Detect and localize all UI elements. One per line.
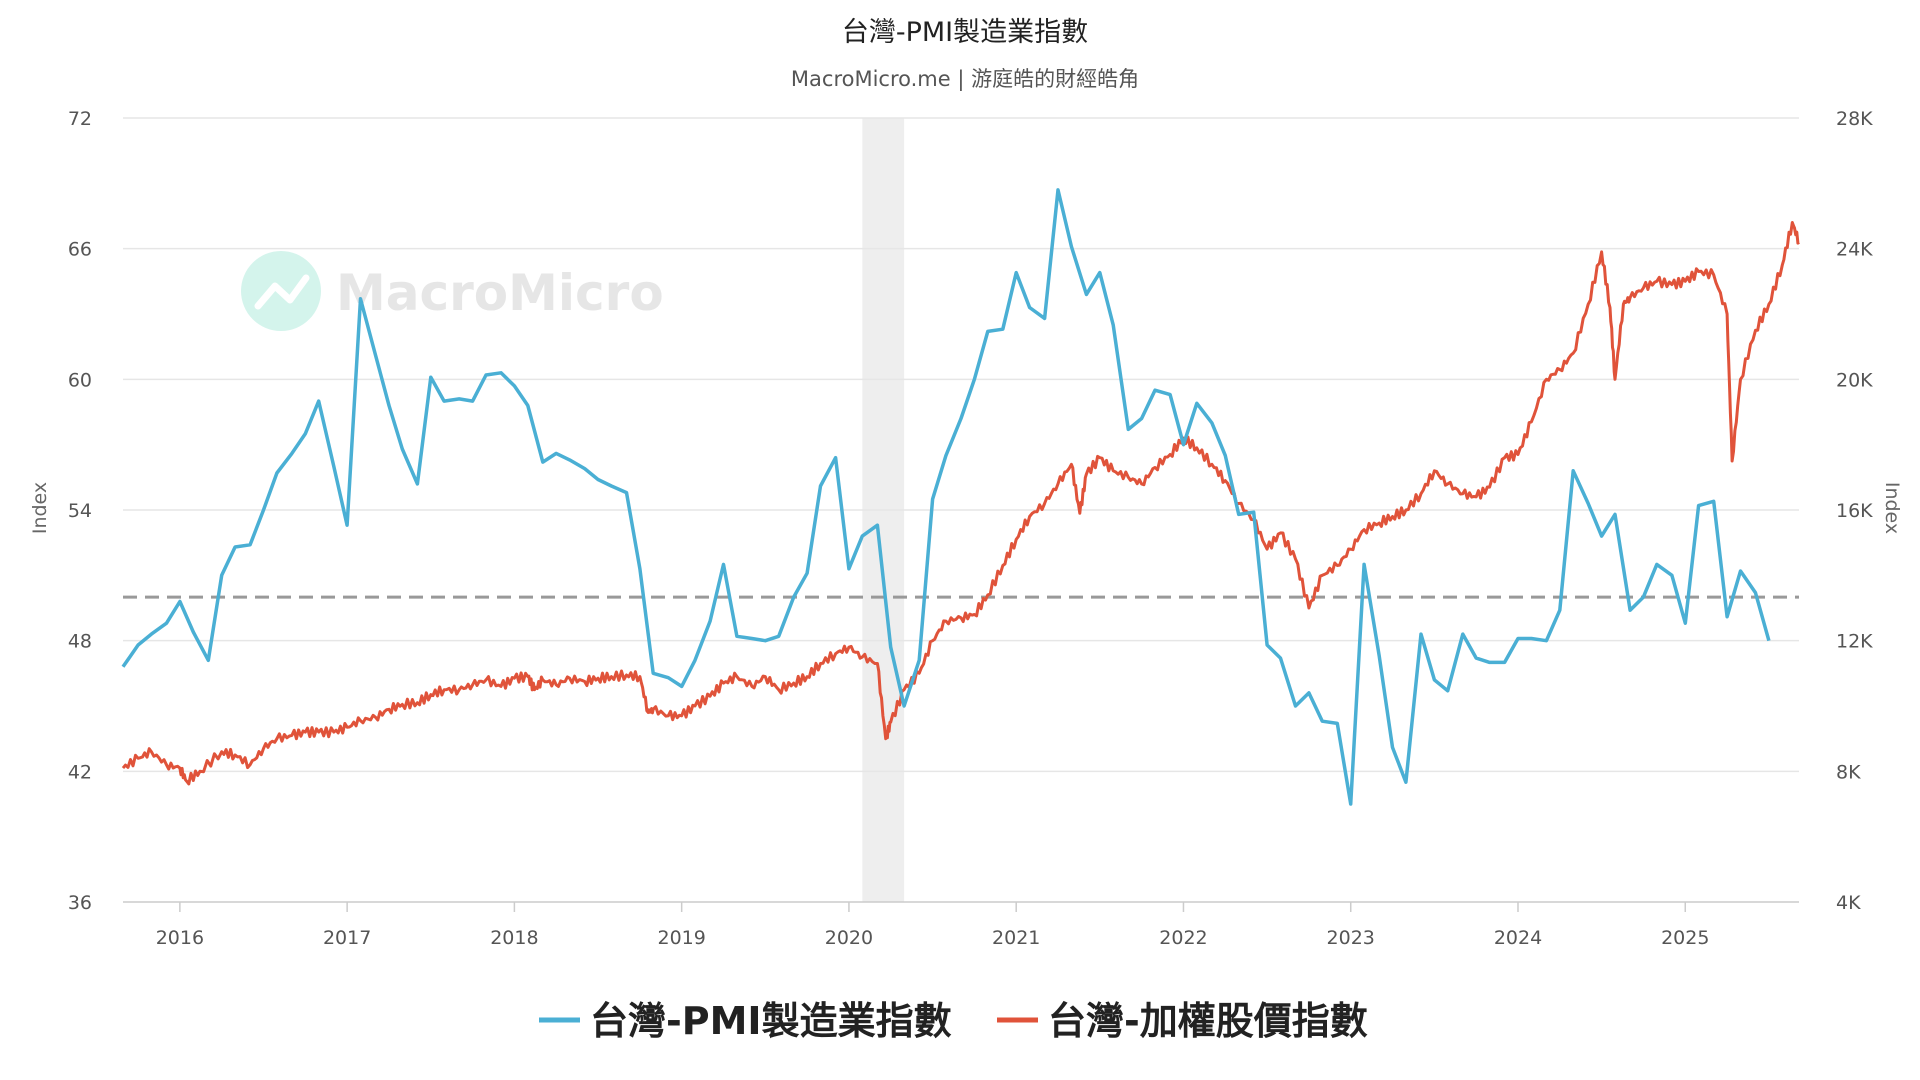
- series-line-taiex: [121, 221, 1801, 786]
- x-tick-labels: 2016 2017 2018 2019 2020 2021 2022 2023 2024 2025: [156, 902, 1709, 949]
- x-tick-label: 2025: [1661, 927, 1709, 949]
- legend-label-taiex[interactable]: 台灣-加權股價指數: [1048, 999, 1368, 1043]
- watermark-chart-icon: [254, 274, 310, 310]
- y-right-tick-label: 8K: [1836, 761, 1861, 783]
- x-tick-label: 2021: [992, 927, 1040, 949]
- y-left-tick-label: 60: [68, 369, 92, 391]
- y-right-tick-labels: 28K 24K 20K 16K 12K 8K 4K: [1836, 108, 1873, 914]
- x-tick-label: 2022: [1159, 927, 1207, 949]
- series-line-pmi: [121, 188, 1771, 806]
- chart-title: 台灣-PMI製造業指數: [842, 17, 1088, 48]
- y-right-tick-label: 24K: [1836, 239, 1873, 261]
- x-tick-label: 2020: [825, 927, 873, 949]
- y-right-tick-label: 28K: [1836, 108, 1873, 130]
- y-right-tick-label: 12K: [1836, 631, 1873, 653]
- y-left-tick-label: 54: [68, 500, 92, 522]
- x-tick-label: 2016: [156, 927, 204, 949]
- y-left-tick-label: 72: [68, 108, 92, 130]
- y-left-tick-label: 48: [68, 631, 92, 653]
- y-right-axis-title: Index: [1881, 482, 1903, 534]
- x-tick-label: 2018: [490, 927, 538, 949]
- watermark-logo: MacroMicro: [241, 251, 664, 331]
- y-left-tick-label: 36: [68, 892, 92, 914]
- y-left-tick-labels: 72 66 60 54 48 42 36: [68, 108, 92, 914]
- x-tick-label: 2019: [657, 927, 705, 949]
- x-tick-label: 2024: [1494, 927, 1542, 949]
- watermark-text: MacroMicro: [336, 264, 664, 322]
- y-right-tick-label: 20K: [1836, 369, 1873, 391]
- legend: 台灣-PMI製造業指數 台灣-加權股價指數: [539, 999, 1368, 1043]
- y-right-tick-label: 16K: [1836, 500, 1873, 522]
- gridlines: [123, 117, 1799, 773]
- y-right-tick-label: 4K: [1836, 892, 1861, 914]
- x-tick-label: 2023: [1327, 927, 1375, 949]
- x-tick-label: 2017: [323, 927, 371, 949]
- legend-label-pmi[interactable]: 台灣-PMI製造業指數: [590, 999, 952, 1043]
- y-left-axis-title: Index: [29, 482, 51, 534]
- y-left-tick-label: 42: [68, 761, 92, 783]
- y-left-tick-label: 66: [68, 239, 92, 261]
- chart-subtitle: MacroMicro.me | 游庭皓的財經皓角: [791, 67, 1139, 92]
